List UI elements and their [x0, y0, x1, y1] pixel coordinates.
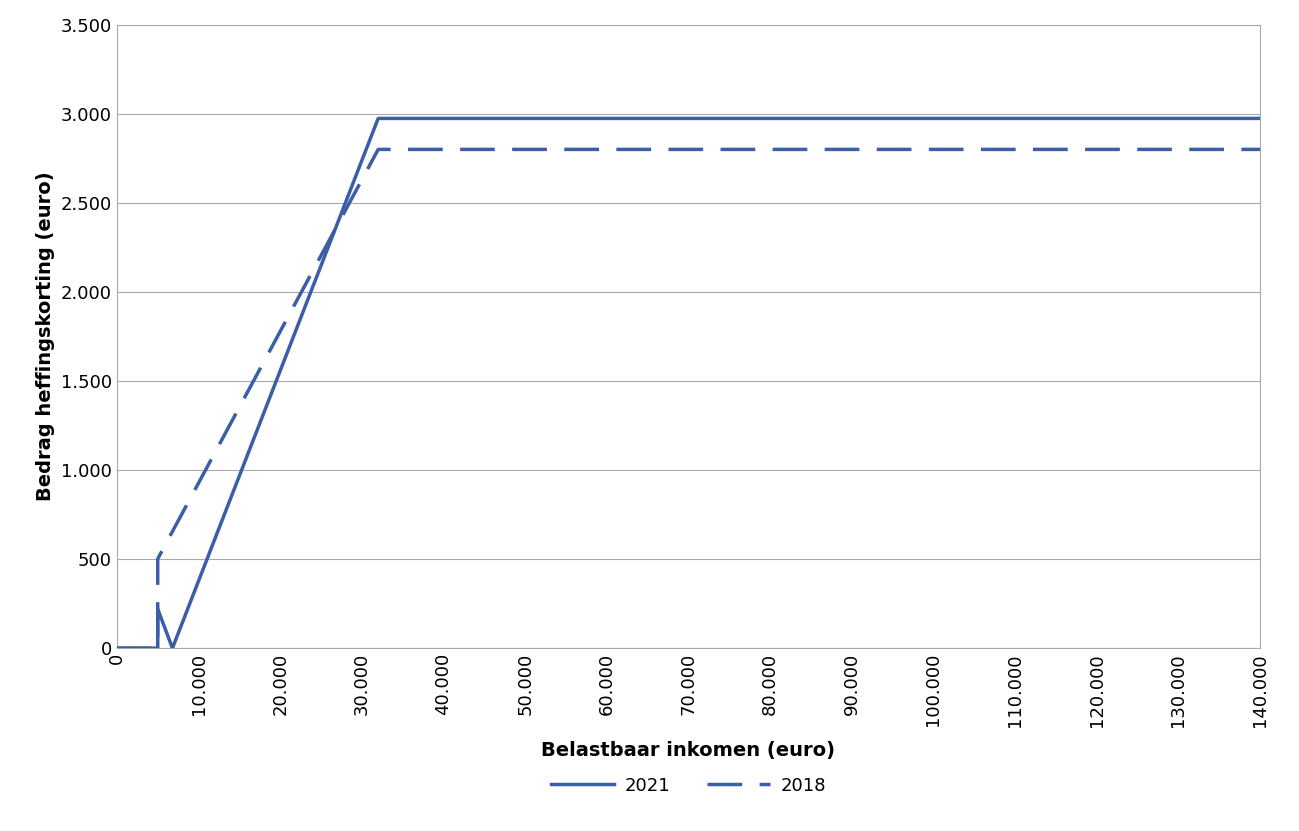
2021: [149, 643, 165, 653]
2021: [370, 113, 386, 123]
2018: [149, 643, 165, 653]
2018: [149, 553, 165, 563]
Legend: 2021, 2018: 2021, 2018: [543, 770, 834, 802]
2018: [370, 145, 386, 155]
Y-axis label: Bedrag heffingskorting (euro): Bedrag heffingskorting (euro): [36, 172, 56, 501]
2021: [149, 604, 165, 614]
2018: [1252, 145, 1268, 155]
2018: [109, 643, 125, 653]
Line: 2018: 2018: [117, 150, 1260, 648]
X-axis label: Belastbaar inkomen (euro): Belastbaar inkomen (euro): [542, 740, 835, 760]
2021: [165, 643, 181, 653]
2021: [109, 643, 125, 653]
2021: [165, 643, 181, 653]
2021: [1252, 113, 1268, 123]
Line: 2021: 2021: [117, 118, 1260, 648]
